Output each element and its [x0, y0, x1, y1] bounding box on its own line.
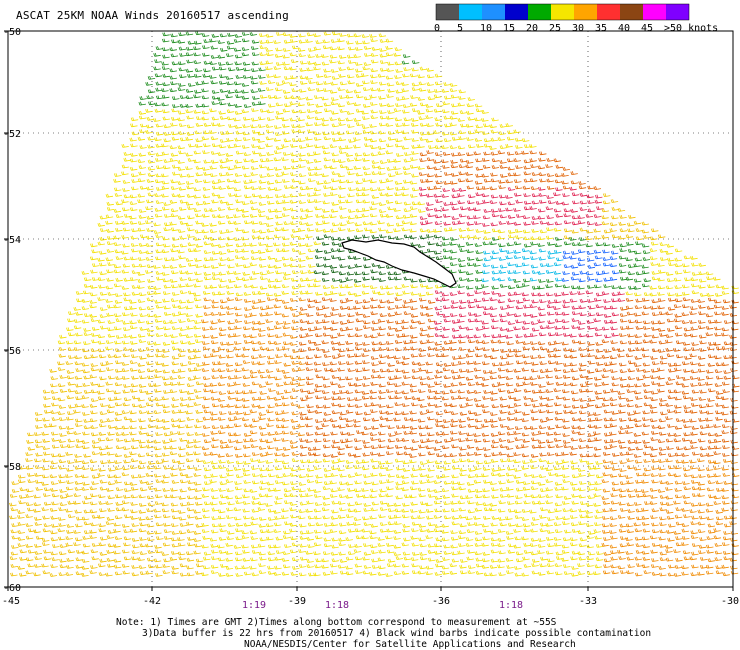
- colorbar-segment: [551, 4, 574, 20]
- lat-label: -58: [3, 462, 21, 473]
- note-line-3: NOAA/NESDIS/Center for Satellite Applica…: [244, 639, 576, 650]
- lat-label: -60: [3, 583, 21, 594]
- colorbar-label: 35: [595, 23, 607, 34]
- lon-label: -45: [2, 596, 20, 607]
- map-title: ASCAT 25KM NOAA Winds 20160517 ascending: [16, 9, 289, 22]
- time-label-2: 1:18: [325, 600, 350, 611]
- map-frame: [7, 30, 734, 588]
- lon-label: -33: [579, 596, 597, 607]
- colorbar-label: 5: [457, 23, 463, 34]
- colorbar-label: 15: [503, 23, 515, 34]
- lon-label: -30: [721, 596, 739, 607]
- colorbar-label: 10: [480, 23, 492, 34]
- colorbar-segment: [643, 4, 666, 20]
- lat-label: -52: [3, 129, 21, 140]
- colorbar-segment: [597, 4, 620, 20]
- lon-label: -36: [432, 596, 450, 607]
- lat-label: -50: [3, 27, 21, 38]
- note-line-2: 3)Data buffer is 22 hrs from 20160517 4)…: [142, 628, 652, 639]
- colorbar-label: 25: [549, 23, 561, 34]
- note-line-1: Note: 1) Times are GMT 2)Times along bot…: [116, 617, 557, 628]
- colorbar-segment: [459, 4, 482, 20]
- time-label-3: 1:18: [499, 600, 524, 611]
- lat-label: -56: [3, 346, 21, 357]
- colorbar-label: 20: [526, 23, 538, 34]
- colorbar-segment: [666, 4, 689, 20]
- colorbar-segment: [574, 4, 597, 20]
- colorbar-label: 40: [618, 23, 630, 34]
- colorbar-label: >50 knots: [664, 23, 718, 34]
- time-label-1: 1:19: [242, 600, 267, 611]
- island-outline: [341, 239, 457, 288]
- colorbar-segment: [436, 4, 459, 20]
- colorbar-label: 30: [572, 23, 584, 34]
- lon-label: -42: [143, 596, 161, 607]
- colorbar-segment: [620, 4, 643, 20]
- colorbar-segment: [482, 4, 505, 20]
- colorbar-label: 0: [434, 23, 440, 34]
- wind-barbs: [9, 31, 740, 577]
- lon-label: -39: [288, 596, 306, 607]
- colorbar-label: 45: [641, 23, 653, 34]
- lat-label: -54: [3, 235, 21, 246]
- colorbar-segment: [505, 4, 528, 20]
- colorbar-segment: [528, 4, 551, 20]
- wind-speed-colorbar: 0 5 10 15 20 25 30 35 40 45 >50 knots: [434, 3, 718, 34]
